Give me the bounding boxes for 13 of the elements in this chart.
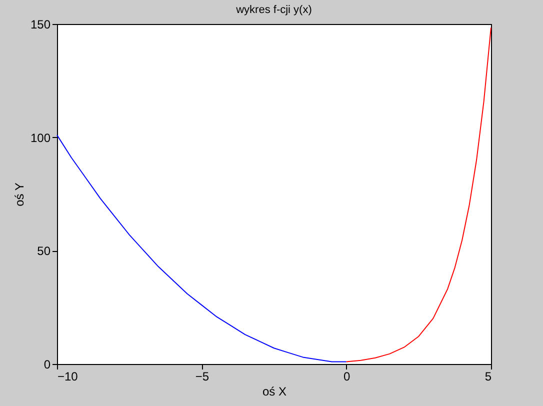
chart-title: wykres f-cji y(x) — [235, 4, 312, 16]
y-axis-title: oś Y — [12, 182, 26, 206]
x-axis-title: oś X — [262, 384, 287, 398]
y-tick-label: 50 — [37, 244, 51, 258]
x-tick-label: 5 — [484, 370, 492, 384]
y-tick-label: 100 — [30, 130, 51, 145]
x-tick-label: −5 — [195, 370, 210, 384]
x-tick-label: −10 — [58, 370, 78, 384]
y-tick-label: 150 — [30, 18, 51, 32]
line-series — [346, 27, 492, 362]
line-series — [56, 134, 347, 362]
x-tick-label: 0 — [343, 370, 350, 384]
y-tick-label: 0 — [44, 358, 51, 372]
